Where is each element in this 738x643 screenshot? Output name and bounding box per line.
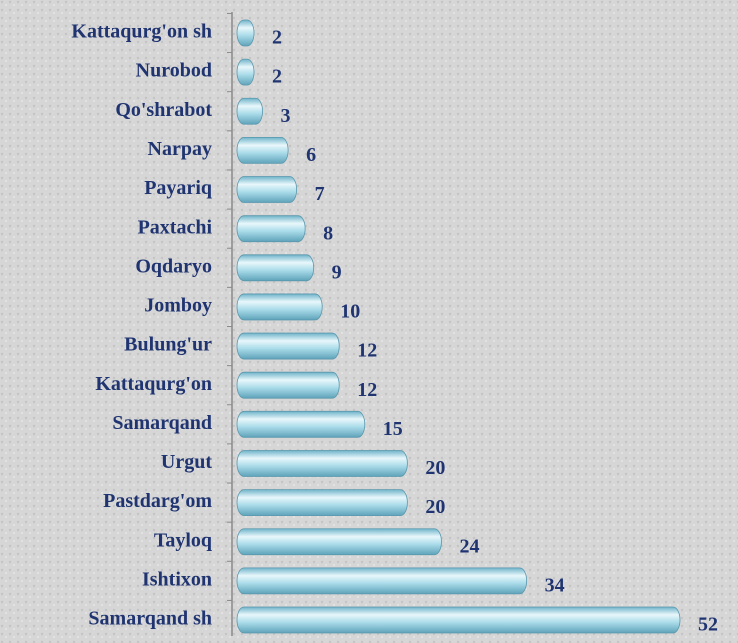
y-tick-label: Samarqand bbox=[112, 412, 212, 434]
bar bbox=[236, 176, 298, 203]
data-label: 3 bbox=[281, 105, 291, 127]
y-tick-label: Urgut bbox=[161, 451, 212, 473]
bar bbox=[236, 371, 340, 399]
data-label: 52 bbox=[698, 614, 718, 636]
data-label: 15 bbox=[383, 418, 403, 440]
y-tick-label: Oqdaryo bbox=[135, 255, 212, 277]
data-label: 8 bbox=[323, 222, 333, 244]
data-label: 2 bbox=[272, 66, 282, 88]
y-tick-label: Jomboy bbox=[144, 295, 212, 317]
bar bbox=[236, 19, 255, 47]
data-label: 10 bbox=[340, 301, 360, 323]
y-tick-label: Ishtixon bbox=[142, 568, 212, 590]
bar bbox=[236, 489, 408, 517]
data-label: 20 bbox=[425, 457, 445, 479]
data-label: 34 bbox=[545, 574, 565, 596]
bar bbox=[236, 528, 442, 556]
bar bbox=[236, 332, 340, 360]
bar bbox=[236, 136, 289, 164]
bar bbox=[236, 567, 528, 595]
data-label: 9 bbox=[332, 261, 342, 283]
y-tick-label: Paxtachi bbox=[138, 216, 213, 238]
data-label: 6 bbox=[306, 144, 316, 166]
bar bbox=[236, 293, 323, 321]
y-tick-label: Bulung'ur bbox=[124, 334, 212, 356]
y-tick-label: Narpay bbox=[148, 138, 212, 160]
y-tick-label: Nurobod bbox=[136, 60, 212, 82]
y-tick-label: Payariq bbox=[144, 177, 212, 199]
data-label: 24 bbox=[459, 535, 479, 557]
bar bbox=[236, 58, 255, 86]
data-label: 12 bbox=[357, 379, 377, 401]
bar bbox=[236, 97, 263, 125]
data-label: 20 bbox=[425, 496, 445, 518]
bar bbox=[236, 215, 306, 243]
y-tick-label: Kattaqurg'on bbox=[95, 373, 212, 395]
data-label: 2 bbox=[272, 27, 282, 49]
bar bbox=[236, 254, 315, 282]
y-tick-label: Qo'shrabot bbox=[115, 99, 212, 121]
bar bbox=[236, 450, 408, 477]
bar bbox=[236, 606, 681, 634]
y-tick-label: Pastdarg'om bbox=[103, 490, 212, 512]
y-tick-label: Kattaqurg'on sh bbox=[71, 21, 212, 43]
data-label: 12 bbox=[357, 340, 377, 362]
bar bbox=[236, 410, 366, 438]
y-tick-label: Tayloq bbox=[154, 529, 212, 551]
data-label: 7 bbox=[315, 183, 325, 205]
y-tick-label: Samarqand sh bbox=[88, 608, 212, 630]
